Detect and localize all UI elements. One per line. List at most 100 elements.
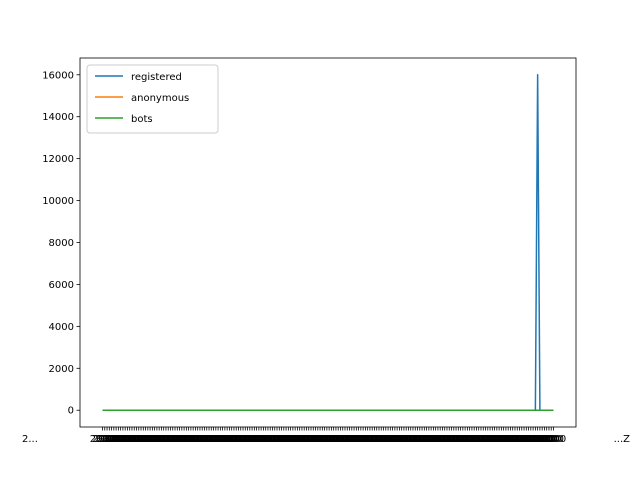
x-tick-label: 2000 [475, 434, 500, 445]
x-tick-label: 2000 [167, 434, 192, 445]
x-tick-label: 2000 [441, 434, 466, 445]
x-tick-label: 2000 [480, 434, 505, 445]
x-tick-label: 2000 [282, 434, 307, 445]
x-tick-label: 2000 [443, 434, 468, 445]
x-tick-label: 2000 [414, 434, 439, 445]
x-tick-label: 2000 [461, 434, 486, 445]
x-tick-label: 2000 [364, 434, 389, 445]
x-tick-label: 2000 [133, 434, 158, 445]
x-tick-label: 2000 [149, 434, 174, 445]
x-tick-label: 2000 [235, 434, 260, 445]
x-tick-label: 2000 [301, 434, 326, 445]
x-tick-label: 2000 [534, 434, 559, 445]
x-tick-label: 2000 [314, 434, 339, 445]
x-tick-label: 2000 [253, 434, 278, 445]
x-tick-label: 2000 [239, 434, 264, 445]
x-tick-label: 2000 [396, 434, 421, 445]
x-tick-label: 2000 [393, 434, 418, 445]
x-tick-label: 2000 [375, 434, 400, 445]
x-tick-label: 2000 [398, 434, 423, 445]
x-tick-label: 2000 [112, 434, 137, 445]
x-tick-label: 2000 [108, 434, 133, 445]
x-tick-label: 2000 [518, 434, 543, 445]
x-tick-label: 2000 [473, 434, 498, 445]
x-tick-label: 2000 [101, 434, 126, 445]
x-tick-label: 2000 [536, 434, 561, 445]
x-tick-label: 2000 [264, 434, 289, 445]
x-tick-label: 2000 [384, 434, 409, 445]
x-tick-label: 2000 [106, 434, 131, 445]
x-tick-label: 2000 [260, 434, 285, 445]
legend-label-registered: registered [131, 72, 182, 83]
x-tick-label: 2000 [291, 434, 316, 445]
x-tick-label: 2000 [276, 434, 301, 445]
x-tick-label: 2000 [310, 434, 335, 445]
x-tick-label: 2000 [316, 434, 341, 445]
x-tick-label: 2000 [516, 434, 541, 445]
x-tick-label: 2000 [219, 434, 244, 445]
x-tick-label: 2000 [514, 434, 539, 445]
x-tick-label: 2000 [359, 434, 384, 445]
x-tick-label: 2000 [92, 434, 117, 445]
x-tick-label: 2000 [158, 434, 183, 445]
x-tick-label: 2000 [194, 434, 219, 445]
x-tick-label: 2000 [387, 434, 412, 445]
x-tick-label: 2000 [482, 434, 507, 445]
x-tick-label: 2000 [128, 434, 153, 445]
x-tick-label: 2000 [294, 434, 319, 445]
x-tick-label: 2000 [171, 434, 196, 445]
x-tick-label: 2000 [348, 434, 373, 445]
x-tick-label: 2000 [464, 434, 489, 445]
x-tick-label: 2000 [131, 434, 156, 445]
x-tick-label: 2000 [176, 434, 201, 445]
x-tick-label: 2000 [391, 434, 416, 445]
x-tick-label: 2000 [273, 434, 298, 445]
x-tick-label: 2000 [412, 434, 437, 445]
x-tick-label: 2000 [296, 434, 321, 445]
x-tick-label: 2000 [409, 434, 434, 445]
x-tick-label: 2000 [217, 434, 242, 445]
x-tick-label: 2000 [303, 434, 328, 445]
x-tick-label: 2000 [271, 434, 296, 445]
x-tick-label: 2000 [228, 434, 253, 445]
x-tick-label: 2000 [142, 434, 167, 445]
x-tick-label: 2000 [180, 434, 205, 445]
x-tick-label: 2000 [502, 434, 527, 445]
legend-box [86, 64, 219, 134]
x-tick-label: 2000 [471, 434, 496, 445]
x-tick-label: 2000 [437, 434, 462, 445]
x-tick-label: 2000 [162, 434, 187, 445]
x-tick-label: 2000 [183, 434, 208, 445]
x-tick-label: 2000 [267, 434, 292, 445]
x-tick-label: 2000 [155, 434, 180, 445]
x-tick-label: 2000 [90, 434, 115, 445]
x-tick-label-first: 2... [22, 434, 38, 445]
x-tick-label: 2000 [509, 434, 534, 445]
x-tick-label: 2000 [418, 434, 443, 445]
series-layer [102, 74, 554, 411]
x-tick-label: 2000 [246, 434, 271, 445]
x-tick-label: 2000 [99, 434, 124, 445]
x-tick-label: 2000 [532, 434, 557, 445]
x-tick-label: 2000 [174, 434, 199, 445]
x-tick-label: 2000 [321, 434, 346, 445]
x-tick-label: 2000 [353, 434, 378, 445]
y-tick-label: 10000 [42, 196, 74, 207]
x-tick-label: 2000 [242, 434, 267, 445]
x-tick-label: 2000 [403, 434, 428, 445]
x-tick-label: 2000 [151, 434, 176, 445]
x-tick-label: 2000 [210, 434, 235, 445]
x-tick-label-last: ...Z [614, 434, 631, 445]
x-tick-label: 2000 [251, 434, 276, 445]
x-tick-label: 2000 [307, 434, 332, 445]
x-tick-label: 2000 [389, 434, 414, 445]
x-tick-label: 2000 [382, 434, 407, 445]
x-tick-label: 2000 [378, 434, 403, 445]
x-tick-label: 2000 [221, 434, 246, 445]
x-tick-label: 2000 [223, 434, 248, 445]
x-tick-label: 2000 [137, 434, 162, 445]
x-tick-label: 2000 [196, 434, 221, 445]
x-tick-label: 2000 [439, 434, 464, 445]
x-tick-label: 2000 [523, 434, 548, 445]
